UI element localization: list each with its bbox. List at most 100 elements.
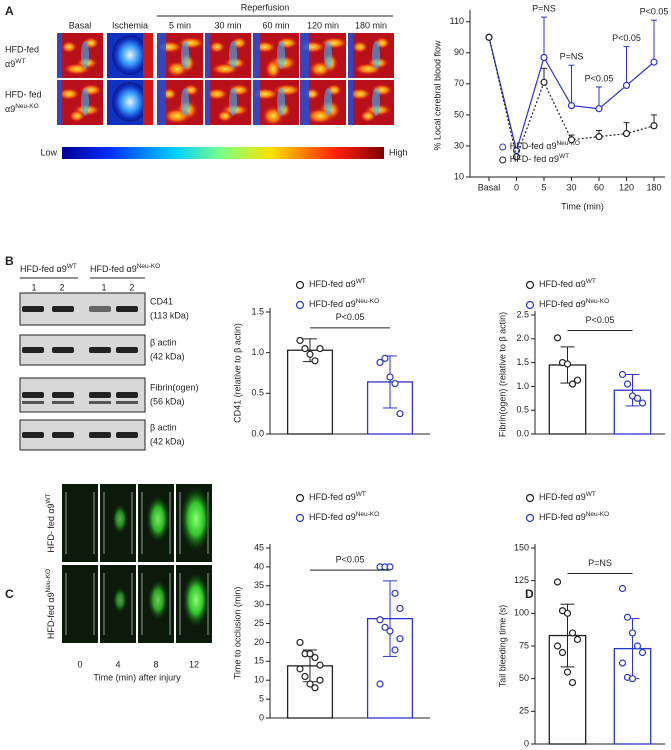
heatmap-edge (57, 80, 62, 125)
thrombus (180, 486, 212, 552)
data-point (568, 629, 577, 637)
data-point (396, 635, 404, 643)
data-point (553, 578, 562, 586)
heatmap-region (320, 37, 348, 49)
column-label: 5 min (169, 20, 191, 30)
legend-marker (525, 513, 535, 523)
legend-label-main: HFD-fed α9 (539, 512, 586, 522)
data-point (512, 153, 521, 161)
blot-band (116, 306, 138, 312)
data-point (391, 646, 399, 654)
y-tick-label: 15 (254, 656, 264, 666)
data-point (622, 81, 631, 90)
heatmap-region (349, 88, 371, 100)
row-label-main: HFD- fed α9 (46, 503, 56, 552)
heatmap-edge (57, 33, 62, 78)
annotation: P<0.05 (585, 73, 614, 83)
y-tick-label: 30 (454, 140, 464, 150)
heatmap-region (69, 110, 85, 122)
thrombus (147, 579, 169, 621)
data-point (573, 376, 582, 384)
data-point (386, 627, 394, 635)
heatmap-region (209, 41, 225, 53)
y-tick-label: 40 (254, 561, 264, 571)
blot-label: (42 kDa) (150, 351, 185, 361)
legend-label-sup: WT (586, 491, 596, 498)
data-point (306, 680, 314, 688)
data-point (563, 609, 572, 617)
data-point (618, 659, 627, 667)
legend-label-main: HFD-fed α9 (539, 299, 586, 309)
row-label: α9WT (5, 58, 25, 70)
blot-label: CD41 (150, 296, 173, 306)
data-point (567, 136, 576, 144)
data-point (633, 394, 642, 402)
heatmap-region (360, 110, 376, 122)
column-group-label: Reperfusion (241, 2, 290, 12)
lane-label: 1 (101, 282, 106, 292)
blot-group-label-main: HFD-fed α9 (90, 264, 137, 274)
heatmap-region (81, 41, 89, 69)
data-point (386, 563, 394, 571)
heatmap-edge (143, 80, 153, 125)
heatmap-edge (348, 80, 353, 125)
heatmap-region (372, 41, 380, 69)
thrombus (112, 586, 128, 614)
annotation: P=NS (532, 3, 556, 13)
data-point (540, 53, 548, 62)
data-point (628, 629, 637, 637)
x-tick-label: 30 (566, 182, 576, 192)
data-point (381, 354, 389, 362)
y-tick-label: 50 (454, 109, 464, 119)
heatmap-region (61, 41, 77, 53)
legend-label-main: HFD-fed α9 (510, 141, 557, 151)
data-point (391, 379, 399, 388)
row-label: HFD-fed α9Neu-KO (45, 569, 57, 639)
data-point (633, 642, 642, 650)
data-point (381, 623, 389, 631)
lane-label: 2 (59, 282, 64, 292)
thrombus (182, 572, 210, 628)
blot-band (22, 401, 44, 404)
time-label: 12 (189, 659, 199, 669)
legend-label-main: HFD-fed α9 (309, 299, 356, 309)
blot-band (52, 306, 74, 312)
blot-label: β actin (150, 337, 177, 347)
legend-marker (295, 300, 305, 310)
axis-label: Time (min) after injury (93, 672, 181, 682)
data-point (650, 122, 658, 130)
heatmap-region (372, 88, 380, 116)
data-point (595, 105, 603, 113)
color-scale (62, 147, 384, 159)
data-point (316, 676, 324, 684)
heatmap-region (277, 88, 285, 116)
heatmap-region (217, 110, 233, 122)
legend-label-main: HFD-fed α9 (309, 279, 356, 289)
legend-label-main: HFD-fed α9 (539, 279, 586, 289)
row-label: α9Neu-KO (5, 103, 39, 115)
panel-letter: C (5, 587, 14, 601)
data-point (618, 584, 627, 593)
heatmap-edge (300, 80, 309, 125)
heatmap-edge (205, 33, 210, 78)
legend-label-sup: WT (559, 153, 569, 160)
data-point (567, 101, 576, 110)
heatmap-edge (143, 33, 153, 78)
y-tick-label: 10 (454, 171, 464, 181)
legend-marker (525, 300, 535, 310)
row-label-main: α9 (5, 59, 15, 69)
legend-label-sup: Neu-KO (356, 298, 379, 305)
heatmap-region (265, 59, 281, 79)
heatmap-region (206, 88, 228, 100)
y-tick-label: 1.5 (251, 306, 264, 316)
data-point (573, 635, 582, 644)
blot-group-label-main: HFD-fed α9 (20, 264, 67, 274)
blot-group-label-sup: Neu-KO (137, 263, 160, 270)
column-label: 60 min (262, 20, 289, 30)
y-tick-label: 0 (259, 712, 264, 722)
data-point (563, 360, 572, 368)
y-tick-label: 70 (454, 78, 464, 88)
legend-label-sup: WT (356, 491, 366, 498)
legend-label: HFD-fed α9Neu-KO (510, 140, 580, 152)
annotation: P<0.05 (612, 33, 641, 43)
